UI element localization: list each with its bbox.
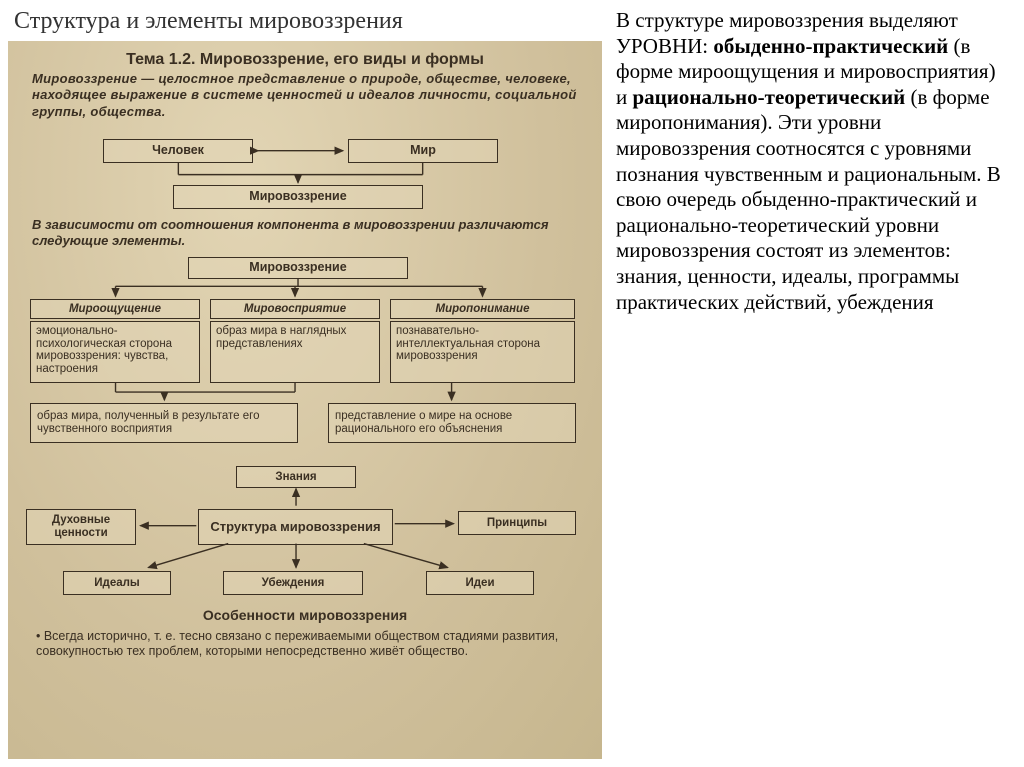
right-panel: В структуре мировоззрения выделяют УРОВН… (610, 0, 1024, 767)
struct-br: Идеи (426, 571, 534, 595)
col-body-2: образ мира в наглядных представлениях (210, 321, 380, 383)
col-body-3: познавательно-интеллектуальная сторона м… (390, 321, 575, 383)
right-text: В структуре мировоззрения выделяют УРОВН… (616, 8, 1012, 315)
box-human: Человек (103, 139, 253, 163)
para-elements: В зависимости от соотношения компонента … (32, 217, 586, 248)
struct-center: Структура мировоззрения (198, 509, 393, 545)
struct-bm: Убеждения (223, 571, 363, 595)
left-panel: Структура и элементы мировоззрения Тема … (0, 0, 610, 767)
struct-bl: Идеалы (63, 571, 171, 595)
box-worldview-1: Мировоззрение (173, 185, 423, 209)
features-text: • Всегда исторично, т. е. тесно связано … (36, 629, 592, 659)
col-head-3: Миропонимание (390, 299, 575, 319)
struct-left-top: Духовные ценности (26, 509, 136, 545)
scan-area: Тема 1.2. Мировоззрение, его виды и форм… (8, 41, 602, 759)
col-head-2: Мировосприятие (210, 299, 380, 319)
bottom-box-2: представление о мире на основе рациональ… (328, 403, 576, 443)
struct-top: Знания (236, 466, 356, 488)
bottom-box-1: образ мира, полученный в результате его … (30, 403, 298, 443)
struct-right: Принципы (458, 511, 576, 535)
features-title: Особенности мировоззрения (8, 607, 602, 623)
definition-text: Мировоззрение — целостное представление … (8, 65, 602, 124)
slide-title: Структура и элементы мировоззрения (0, 0, 610, 41)
col-body-1: эмоционально-психологическая сторона мир… (30, 321, 200, 383)
box-worldview-2: Мировоззрение (188, 257, 408, 279)
col-head-1: Мироощущение (30, 299, 200, 319)
box-world: Мир (348, 139, 498, 163)
